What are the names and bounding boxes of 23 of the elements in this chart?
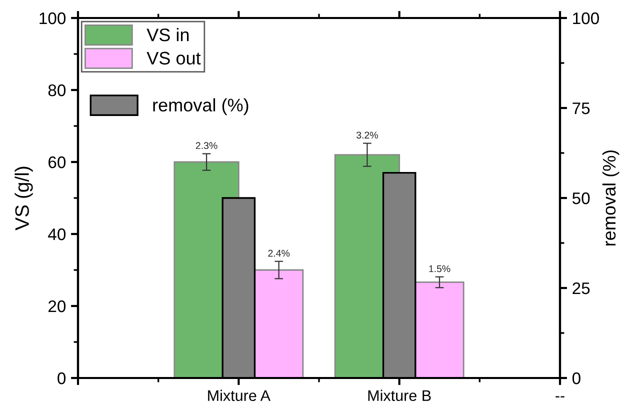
y-tick-label: 60 [48,156,66,168]
y-tick-label: 40 [48,228,66,240]
y-tick-label: 100 [40,12,66,24]
y-tick-label: 20 [48,300,66,312]
x-tick-label: -- [556,396,564,398]
legend-label: VS out [146,52,201,65]
annotation: 2.3% [196,142,218,150]
y2-tick-label: 75 [572,102,590,114]
y-axis-title: VS (g/l) [14,166,33,230]
y2-tick-label: 50 [572,192,590,204]
annotation: 2.4% [268,250,290,257]
y2-tick-label: 25 [572,282,590,294]
legend-label: VS in [146,28,189,42]
annotation: 3.2% [356,132,378,139]
annotation: 1.5% [429,265,450,272]
x-tick-label: Mixture A [208,390,270,402]
y2-tick-label: 100 [573,12,599,24]
legend-label: removal (%) [153,98,248,116]
x-tick-label: Mixture B [368,390,431,402]
y2-axis-title: removal (%) [602,150,620,246]
y-tick-label: 0 [58,372,66,384]
y2-tick-label: 0 [572,372,580,384]
y-tick-label: 80 [48,84,66,96]
